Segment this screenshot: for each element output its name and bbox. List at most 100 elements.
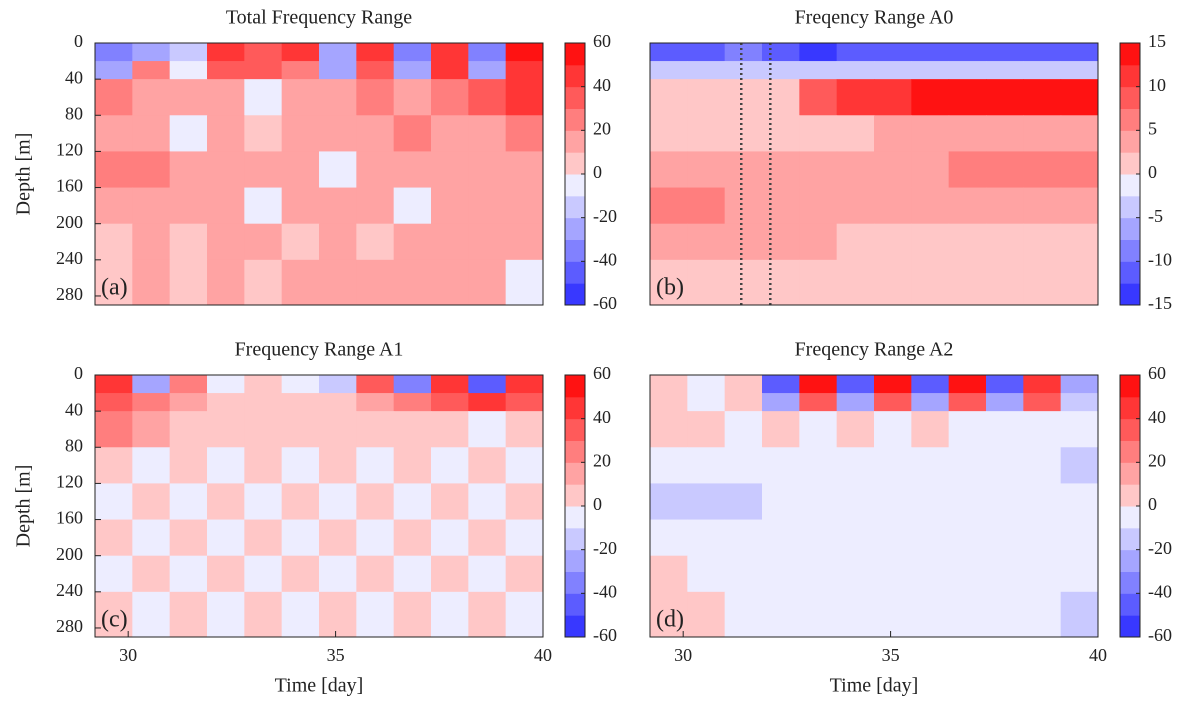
heatmap-cell [650,115,688,152]
heatmap-cell [799,223,838,261]
colorbar-swatch [1120,239,1140,262]
heatmap-cell [132,447,171,484]
heatmap-cell [132,411,171,448]
heatmap-cell [505,187,543,225]
colorbar-tick-label: 40 [593,407,611,427]
heatmap-cell [431,483,469,521]
heatmap-cell [356,519,395,557]
heatmap-cell [948,447,987,484]
heatmap-cell [986,115,1024,152]
heatmap-cell [724,223,763,261]
heatmap-cell [505,591,543,637]
y-tick-label: 0 [74,31,83,51]
colorbar-swatch [1120,43,1140,66]
heatmap-cell [911,43,950,62]
heatmap-cell [836,187,875,225]
heatmap-cell [836,259,875,305]
heatmap-cell [687,79,726,116]
heatmap-cell [281,115,320,152]
heatmap-cell [986,223,1024,261]
heatmap-cell [393,223,432,261]
heatmap-cell [431,591,469,637]
heatmap-cell [356,259,395,305]
colorbar-swatch [1120,375,1140,398]
heatmap-cell [207,61,245,80]
colorbar-swatch [1120,108,1140,131]
heatmap-cell [169,187,208,225]
heatmap-cell [468,151,507,189]
colorbar-swatch [565,462,585,485]
heatmap-cell [724,43,763,62]
y-tick-label: 240 [56,248,83,268]
heatmap-cell [874,61,912,80]
heatmap-cell [132,555,171,593]
heatmap-cell [911,61,950,80]
heatmap-cell [393,483,432,521]
colorbar-tick-label: 60 [593,31,611,51]
heatmap-cell [986,61,1024,80]
colorbar-swatch [565,108,585,131]
heatmap-cell [911,223,950,261]
panel-title: Total Frequency Range [226,7,412,29]
heatmap-cell [319,447,357,484]
heatmap-cell [948,393,987,412]
heatmap-cell [650,483,688,521]
heatmap-cell [95,447,133,484]
heatmap-cell [1023,115,1062,152]
heatmap-cell [724,259,763,305]
heatmap-cells [650,375,1098,637]
heatmap-cell [1060,393,1098,412]
heatmap-cell [836,223,875,261]
heatmap-cell [393,447,432,484]
heatmap-cell [724,591,763,637]
heatmap-cell [874,259,912,305]
heatmap-cell [431,61,469,80]
heatmap-cell [1023,519,1062,557]
heatmap-cell [319,259,357,305]
heatmap-cell [1023,223,1062,261]
heatmap-cell [393,411,432,448]
colorbar-swatch [1120,506,1140,529]
colorbar-tick-label: -60 [1148,625,1172,645]
heatmap-cell [986,555,1024,593]
y-tick-label: 280 [56,284,83,304]
heatmap-cell [281,447,320,484]
y-tick-label: 40 [65,399,83,419]
heatmap-cell [948,61,987,80]
heatmap-cell [650,223,688,261]
heatmap-cell [468,187,507,225]
heatmap-cell [281,591,320,637]
heatmap-cell [431,555,469,593]
heatmap-cells [95,43,543,305]
heatmap-cell [799,591,838,637]
colorbar-swatch [565,484,585,507]
x-tick-label: 40 [534,645,552,665]
x-tick-label: 30 [119,645,137,665]
heatmap-cell [799,259,838,305]
heatmap-cell [836,519,875,557]
heatmap-cell [799,43,838,62]
heatmap-cell [948,43,987,62]
colorbar-tick-label: -40 [593,581,617,601]
colorbar-tick-label: -40 [1148,581,1172,601]
heatmap-cell [281,393,320,412]
heatmap-cell [95,259,133,305]
colorbar-tick-label: 0 [1148,162,1157,182]
colorbar-swatch [565,440,585,463]
heatmap-cell [836,393,875,412]
heatmap-cell [650,447,688,484]
heatmap-cell [1060,591,1098,637]
y-tick-label: 80 [65,435,83,455]
heatmap-cell [319,43,357,62]
heatmap-cell [95,223,133,261]
colorbar-tick-label: -60 [593,625,617,645]
heatmap-cell [393,187,432,225]
heatmap-cell [724,375,763,394]
heatmap-cell [911,151,950,189]
colorbar-swatch [1120,593,1140,616]
heatmap-cell [986,259,1024,305]
heatmap-cell [874,79,912,116]
heatmap-cell [281,223,320,261]
colorbar-swatch [1120,195,1140,219]
heatmap-cell [505,43,543,62]
